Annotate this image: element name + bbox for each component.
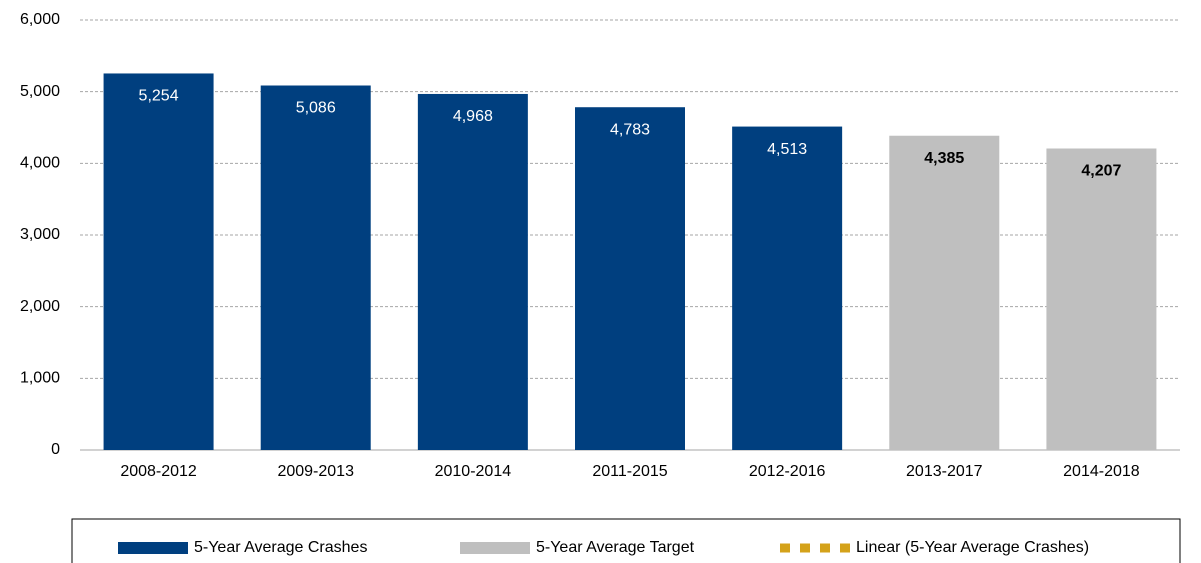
legend-label: Linear (5-Year Average Crashes) — [856, 539, 1089, 556]
y-tick-label: 0 — [51, 441, 60, 458]
legend-label: 5-Year Average Crashes — [194, 539, 367, 556]
bar — [103, 73, 214, 451]
x-tick-label: 2010-2014 — [435, 463, 512, 480]
x-tick-label: 2014-2018 — [1063, 463, 1140, 480]
legend-box — [71, 518, 1181, 563]
data-label: 4,968 — [453, 108, 493, 125]
data-label: 4,783 — [610, 121, 650, 138]
x-tick-label: 2013-2017 — [906, 463, 983, 480]
y-tick-label: 3,000 — [20, 226, 60, 243]
y-tick-label: 1,000 — [20, 370, 60, 387]
data-label: 4,513 — [767, 141, 807, 158]
y-tick-label: 5,000 — [20, 83, 60, 100]
bar — [260, 85, 371, 451]
y-tick-label: 2,000 — [20, 298, 60, 315]
bar — [417, 93, 528, 451]
legend-swatch — [118, 542, 188, 554]
data-label: 4,385 — [924, 150, 964, 167]
y-tick-label: 6,000 — [20, 11, 60, 28]
bar — [575, 107, 685, 451]
data-label: 5,086 — [296, 100, 336, 117]
legend-swatch — [460, 542, 530, 554]
x-tick-label: 2009-2013 — [277, 463, 354, 480]
x-tick-label: 2011-2015 — [592, 463, 667, 480]
bar — [889, 135, 1000, 450]
x-tick-label: 2008-2012 — [120, 463, 197, 480]
legend-label: 5-Year Average Target — [536, 539, 695, 556]
data-label: 5,254 — [139, 88, 179, 105]
bar — [732, 126, 843, 451]
data-label: 4,207 — [1081, 163, 1121, 180]
bar — [1046, 148, 1157, 450]
y-tick-label: 4,000 — [20, 155, 60, 172]
x-tick-label: 2012-2016 — [749, 463, 826, 480]
